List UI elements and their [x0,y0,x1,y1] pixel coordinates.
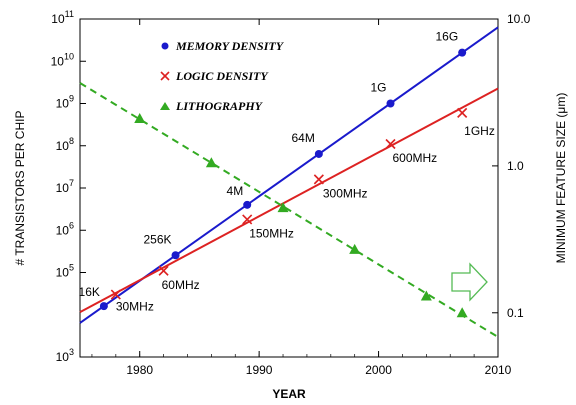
lithography-point [277,202,289,213]
logic-point [457,107,468,118]
y2-axis-title: MINIMUM FEATURE SIZE (μm) [554,93,568,264]
logic-point-stroke [457,107,468,118]
y2-tick-label: 0.1 [507,306,524,320]
y-tick-label: 105 [56,263,74,280]
y2-tick-label: 1.0 [507,159,524,173]
x-tick-label: 2010 [485,363,512,377]
x-tick-label: 2000 [365,363,392,377]
logic-point-stroke [385,138,396,150]
point-label: 300MHz [323,186,368,200]
logic-point-stroke [110,289,121,300]
point-label: 1GHz [464,124,495,138]
x-axis-title: YEAR [272,387,306,401]
lithography-point [456,307,468,318]
point-label: 600MHz [393,151,438,165]
series-markers [99,48,468,318]
y-tick-label: 106 [56,220,74,237]
memory-point [314,149,323,158]
logic-point [385,138,396,150]
y-axis-title: # TRANSISTORS PER CHIP [13,111,27,266]
lithography-point [420,290,432,301]
x-tick-label: 1980 [126,363,153,377]
memory-point [386,99,395,108]
legend-label-memory: MEMORY DENSITY [175,39,285,53]
series-line-2 [79,82,499,338]
logic-point [313,174,324,185]
series-line-0 [79,26,499,324]
legend: MEMORY DENSITY LOGIC DENSITY LITHOGRAPHY [160,39,285,113]
right-axis-arrow-icon [451,262,488,302]
series-lines [79,26,499,338]
memory-point [243,200,252,209]
legend-label-logic: LOGIC DENSITY [175,69,269,83]
point-label: 256K [144,232,172,246]
y2-tick-label: 10.0 [507,12,531,26]
lithography-point [205,157,217,168]
y-tick-label: 107 [56,178,74,195]
point-label: 64M [292,131,315,145]
point-labels: 16K 256K 4M 64M 1G 16G 30MHz 60MHz 150MHz 300MHz 6… [79,30,495,314]
point-label: 16K [79,285,100,299]
memory-point [99,302,108,311]
point-label: 60MHz [162,278,200,292]
legend-marker-logic [160,71,170,81]
point-label: 30MHz [116,300,154,314]
memory-point [171,251,180,260]
x-tick-label: 1990 [246,363,273,377]
memory-point [458,48,467,57]
axis-ticks: 1980 1990 2000 2010 103 105 106 107 108 109 1010 10… [51,9,531,377]
point-label: 1G [370,81,386,95]
point-label: 150MHz [249,226,294,240]
logic-point [158,265,169,276]
lithography-point [134,113,146,124]
y-tick-label: 109 [56,94,74,111]
logic-point-stroke [313,174,324,185]
logic-point [110,289,121,300]
y-tick-label: 108 [56,136,74,153]
point-label: 16G [435,30,458,44]
y-tick-label: 1011 [51,9,74,26]
logic-point-stroke [158,265,169,276]
series-line-1 [79,87,499,314]
legend-label-lithography: LITHOGRAPHY [175,99,264,113]
legend-marker-lithography [160,102,170,110]
y-tick-label: 1010 [51,51,74,68]
point-label: 4M [227,184,244,198]
y-tick-label: 103 [56,347,74,364]
legend-marker-memory [161,42,169,50]
lithography-point [349,243,361,254]
logic-point [242,214,253,225]
logic-point-stroke [242,214,253,225]
